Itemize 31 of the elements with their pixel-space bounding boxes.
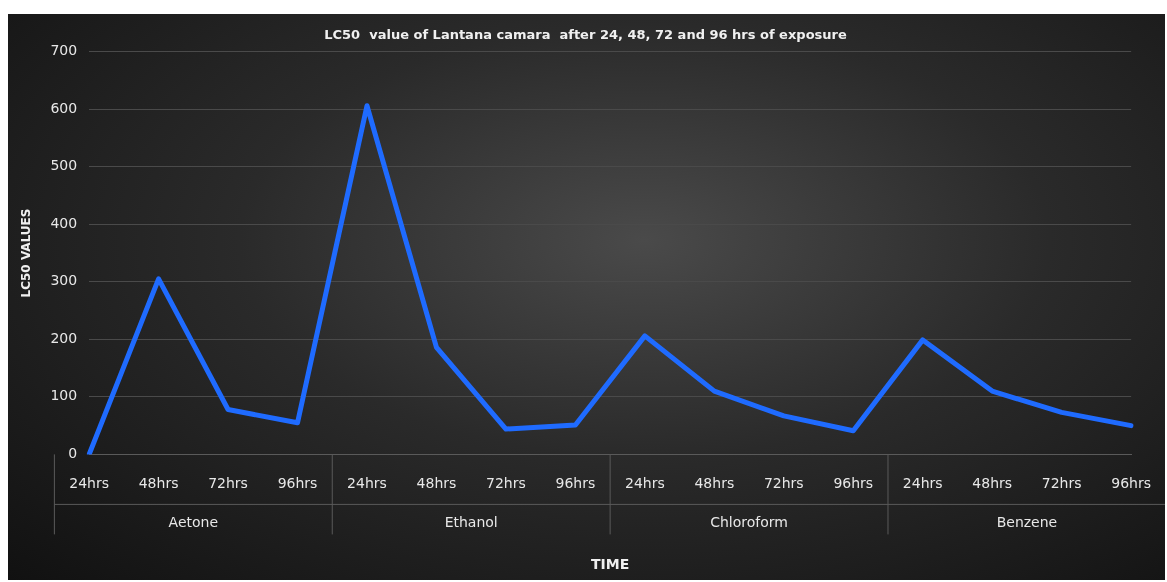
x-tick-label: 72hrs [1041, 475, 1082, 492]
x-tick-label: 48hrs [416, 475, 457, 492]
x-tick-label: 72hrs [763, 475, 804, 492]
y-tick-label: 600 [50, 99, 78, 116]
y-tick-label: 700 [50, 42, 78, 59]
text: Aetone [168, 514, 219, 531]
x-tick-label: 24hrs [902, 475, 943, 492]
x-tick-label: 24hrs [347, 475, 387, 492]
x-tick-label: 96hrs [833, 475, 874, 492]
x-tick-label: 48hrs [138, 475, 179, 492]
y-tick-label: 400 [50, 214, 78, 231]
y-axis-title: LC50 VALUES [19, 208, 34, 298]
chart-title: LC50 value of Lantana camara after 24, 48, 72 and 96 hrs of exposure [324, 27, 847, 43]
x-tick-label: 24hrs [69, 475, 109, 492]
y-tick-label: 0 [68, 445, 78, 462]
x-tick-label: 96hrs [1111, 475, 1152, 492]
y-tick-label: 300 [50, 272, 78, 289]
y-tick-label: 200 [50, 329, 78, 346]
x-tick-label: 72hrs [486, 475, 526, 492]
y-tick-label: 100 [50, 387, 78, 404]
x-tick-label: 96hrs [277, 475, 318, 492]
text: Benzene [996, 514, 1058, 531]
x-tick-label: 48hrs [972, 475, 1013, 492]
x-tick-label: 72hrs [208, 475, 248, 492]
text: Chloroform [710, 514, 788, 531]
x-axis-title: TIME [590, 556, 630, 573]
x-tick-label: 96hrs [555, 475, 596, 492]
text: Ethanol [444, 514, 498, 531]
x-tick-label: 48hrs [694, 475, 735, 492]
y-tick-label: 500 [50, 157, 78, 174]
x-tick-label: 24hrs [624, 475, 665, 492]
